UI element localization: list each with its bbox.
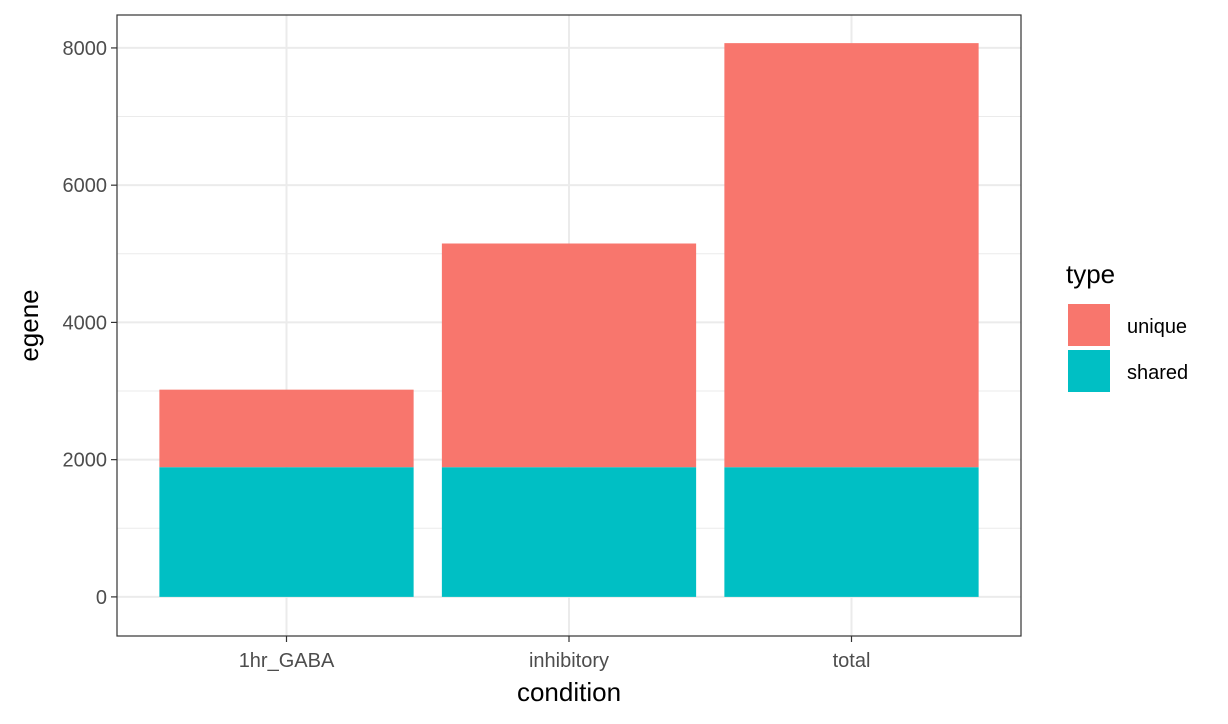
y-axis: 0 2000 4000 6000 8000: [63, 38, 117, 609]
y-tick-label: 0: [96, 587, 107, 609]
bar-unique: [724, 43, 979, 468]
y-tick-label: 2000: [63, 450, 108, 472]
y-tick-label: 8000: [63, 38, 108, 60]
legend: type unique shared: [1066, 259, 1188, 392]
x-tick-label: inhibitory: [529, 650, 609, 672]
legend-title: type: [1066, 259, 1115, 289]
x-axis-title: condition: [517, 677, 621, 707]
y-axis-title: egene: [14, 289, 44, 361]
bar-unique: [441, 243, 697, 468]
y-tick-label: 4000: [63, 312, 108, 334]
bar-unique: [159, 389, 414, 468]
legend-label-shared: shared: [1127, 362, 1188, 384]
y-tick-label: 6000: [63, 175, 108, 197]
legend-key-unique: [1068, 304, 1110, 346]
legend-key-shared: [1068, 350, 1110, 392]
bars: [159, 43, 979, 597]
x-axis: 1hr_GABA inhibitory total: [239, 636, 871, 672]
bar-shared: [441, 467, 697, 597]
x-tick-label: 1hr_GABA: [239, 650, 335, 672]
bar-shared: [724, 467, 979, 597]
bar-shared: [159, 467, 414, 597]
legend-label-unique: unique: [1127, 316, 1187, 338]
x-tick-label: total: [833, 650, 871, 672]
